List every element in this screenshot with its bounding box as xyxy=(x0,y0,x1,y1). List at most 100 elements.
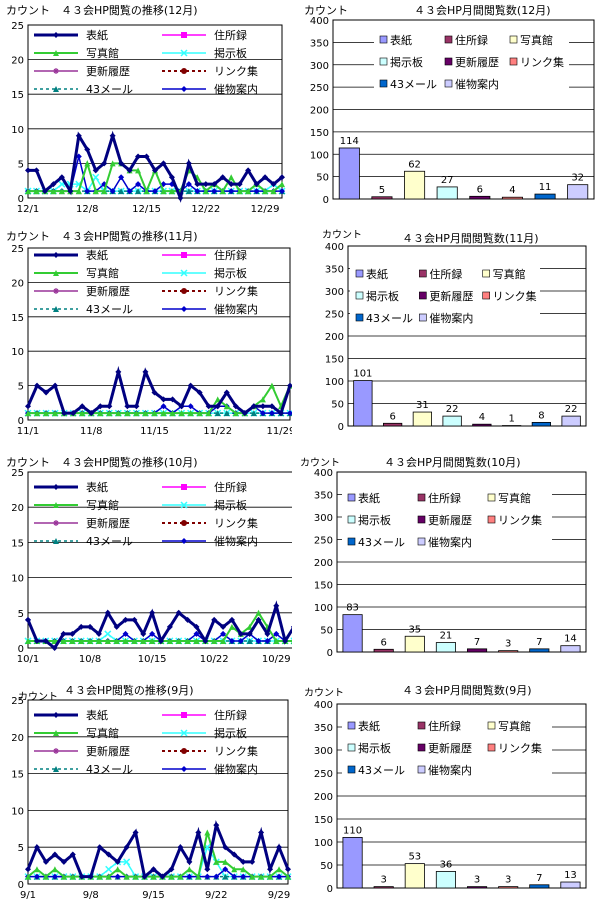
y-tick-label: 150 xyxy=(314,581,333,592)
chart-title: カウント ４３会HP月間閲覧数(12月) xyxy=(304,3,550,17)
data-label: 27 xyxy=(441,175,454,186)
legend-swatch xyxy=(348,766,355,773)
y-tick-label: 5 xyxy=(18,843,24,854)
y-tick-label: 350 xyxy=(310,38,329,49)
bar xyxy=(502,197,522,199)
y-tick-label: 25 xyxy=(11,696,24,707)
legend-entry: リンク集 xyxy=(214,64,258,78)
x-tick-label: 11/15 xyxy=(140,426,169,437)
chart-title: ４３会HP閲覧の推移(9月) xyxy=(64,684,194,697)
legend-entry: 43メール xyxy=(86,303,133,316)
legend-swatch xyxy=(380,58,387,65)
legend-entry: 住所録 xyxy=(214,248,247,262)
legend-entry: 写真館 xyxy=(86,498,119,512)
legend-entry: 更新履歴 xyxy=(86,516,130,530)
chart-title: カウント ４３会HP閲覧の推移(11月) xyxy=(6,229,197,243)
data-label: 3 xyxy=(505,639,511,650)
legend-entry: 掲示板 xyxy=(390,55,423,69)
y-tick-label: 50 xyxy=(316,173,329,184)
data-label: 1 xyxy=(508,414,514,425)
bar xyxy=(532,422,550,426)
legend-entry: 催物案内 xyxy=(455,77,499,91)
legend-entry: 43メール xyxy=(86,763,133,776)
y-tick-label: 20 xyxy=(11,733,24,744)
legend-entry: 表紙 xyxy=(86,708,108,722)
bar xyxy=(372,197,392,199)
legend-entry: 更新履歴 xyxy=(86,64,130,78)
legend-entry: 表紙 xyxy=(358,491,380,505)
y-tick-label: 15 xyxy=(11,538,24,549)
bar xyxy=(354,381,372,426)
legend-marker xyxy=(181,484,187,490)
x-tick-label: 9/22 xyxy=(205,890,227,901)
legend-marker xyxy=(181,520,187,526)
data-label: 6 xyxy=(477,184,483,195)
legend-entry: 更新履歴 xyxy=(455,55,499,69)
legend-swatch xyxy=(418,516,425,523)
legend-entry: 表紙 xyxy=(390,33,412,47)
legend-swatch xyxy=(356,270,363,277)
legend-swatch xyxy=(488,494,495,501)
bar xyxy=(561,646,580,652)
legend-entry: リンク集 xyxy=(493,289,537,303)
y-tick-label: 400 xyxy=(314,700,333,711)
x-tick-label: 10/1 xyxy=(17,654,39,665)
legend-swatch xyxy=(418,722,425,729)
legend-entry: 掲示板 xyxy=(366,289,399,303)
y-tick-label: 250 xyxy=(314,536,333,547)
legend-entry: 写真館 xyxy=(86,266,119,280)
bar xyxy=(374,649,393,652)
y-tick-label: 0 xyxy=(327,884,333,895)
data-label: 110 xyxy=(343,825,362,836)
legend-entry: 43メール xyxy=(390,78,437,91)
legend-entry: 表紙 xyxy=(86,480,108,494)
data-label: 13 xyxy=(564,870,577,881)
data-label: 7 xyxy=(536,637,542,648)
y-tick-label: 10 xyxy=(11,806,24,817)
legend-swatch xyxy=(488,516,495,523)
bar xyxy=(383,423,401,426)
legend-entry: 住所録 xyxy=(214,708,247,722)
legend-entry: 掲示板 xyxy=(358,741,391,755)
y-tick-label: 100 xyxy=(310,150,329,161)
legend-swatch xyxy=(445,80,452,87)
y-tick-label: 10 xyxy=(11,125,24,136)
data-label: 32 xyxy=(571,173,584,184)
y-tick-label: 100 xyxy=(314,838,333,849)
y-tick-label: 100 xyxy=(314,603,333,614)
legend-swatch xyxy=(488,722,495,729)
y-tick-label: 150 xyxy=(310,128,329,139)
legend-entry: 催物案内 xyxy=(428,763,472,777)
data-label: 3 xyxy=(474,875,480,886)
bar xyxy=(467,887,486,888)
chart-title: カウント ４３会HP閲覧の推移(10月) xyxy=(6,456,197,469)
legend-entry: 住所録 xyxy=(428,719,461,733)
y-tick-label: 100 xyxy=(325,377,344,388)
x-tick-label: 12/15 xyxy=(132,204,161,215)
legend-entry: 住所録 xyxy=(214,480,247,494)
legend-marker xyxy=(181,712,187,718)
y-tick-label: 10 xyxy=(11,347,24,358)
y-axis-label: カウント xyxy=(322,229,362,241)
legend-swatch xyxy=(348,494,355,501)
legend-entry: 写真館 xyxy=(498,719,531,733)
bar xyxy=(535,194,555,199)
chart-title: ４３会HP月間閲覧数(10月) xyxy=(384,456,520,469)
legend-entry: 掲示板 xyxy=(358,513,391,527)
legend-entry: 43メール xyxy=(358,536,405,549)
x-tick-label: 10/15 xyxy=(138,654,167,665)
legend-entry: 掲示板 xyxy=(214,266,247,280)
data-label: 83 xyxy=(346,603,359,614)
x-tick-label: 9/1 xyxy=(20,890,36,901)
legend-swatch xyxy=(380,80,387,87)
bar xyxy=(530,649,549,652)
x-tick-label: 11/22 xyxy=(203,426,232,437)
legend-swatch xyxy=(356,292,363,299)
legend-swatch xyxy=(418,494,425,501)
